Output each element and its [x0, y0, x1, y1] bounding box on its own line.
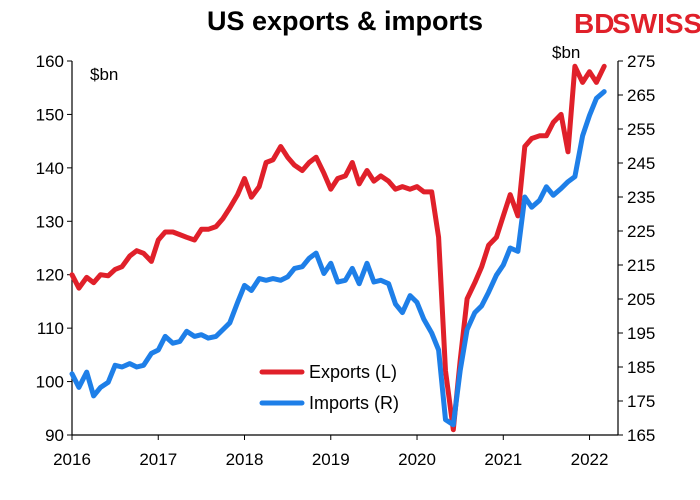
- right-tick-label: 225: [627, 222, 655, 241]
- right-tick-label: 195: [627, 324, 655, 343]
- legend-label: Exports (L): [309, 362, 397, 382]
- x-tick-label: 2020: [398, 450, 436, 469]
- right-tick-label: 245: [627, 154, 655, 173]
- left-tick-label: 140: [36, 159, 64, 178]
- right-tick-label: 175: [627, 392, 655, 411]
- left-tick-label: 150: [36, 105, 64, 124]
- left-tick-label: 110: [37, 319, 64, 338]
- axes: 90 100 110 120 130 140 150 160 165 175 185 195 205 21…: [36, 52, 656, 469]
- right-tick-label: 235: [627, 188, 655, 207]
- x-tick-label: 2018: [226, 450, 264, 469]
- left-tick-label: 100: [36, 373, 64, 392]
- x-tick-label: 2017: [139, 450, 177, 469]
- chart-title: US exports & imports: [207, 6, 483, 36]
- left-tick-label: 120: [36, 266, 64, 285]
- legend-label: Imports (R): [309, 393, 399, 413]
- logo-text-swiss: SWISS: [612, 8, 700, 39]
- legend: Exports (L) Imports (R): [259, 362, 399, 413]
- left-tick-label: 130: [36, 212, 64, 231]
- right-tick-label: 265: [627, 86, 655, 105]
- left-axis-unit: $bn: [90, 65, 118, 84]
- right-tick-label: 205: [627, 290, 655, 309]
- x-tick-label: 2021: [484, 450, 522, 469]
- left-tick-label: 90: [45, 426, 64, 445]
- right-axis-unit: $bn: [552, 43, 580, 62]
- right-tick-label: 165: [627, 426, 655, 445]
- right-tick-label: 215: [627, 256, 655, 275]
- logo-text-bd: BD: [574, 8, 614, 39]
- left-tick-label: 160: [36, 52, 64, 71]
- right-tick-label: 255: [627, 120, 655, 139]
- series-lines: [69, 63, 607, 433]
- x-tick-label: 2019: [312, 450, 350, 469]
- x-tick-label: 2016: [53, 450, 91, 469]
- x-tick-label: 2022: [571, 450, 609, 469]
- series-line-imports-r: [69, 89, 607, 428]
- series-line-exports-l: [69, 63, 607, 433]
- brand-logo: BD SWISS: [574, 8, 700, 39]
- right-tick-label: 185: [627, 358, 655, 377]
- right-tick-label: 275: [627, 52, 655, 71]
